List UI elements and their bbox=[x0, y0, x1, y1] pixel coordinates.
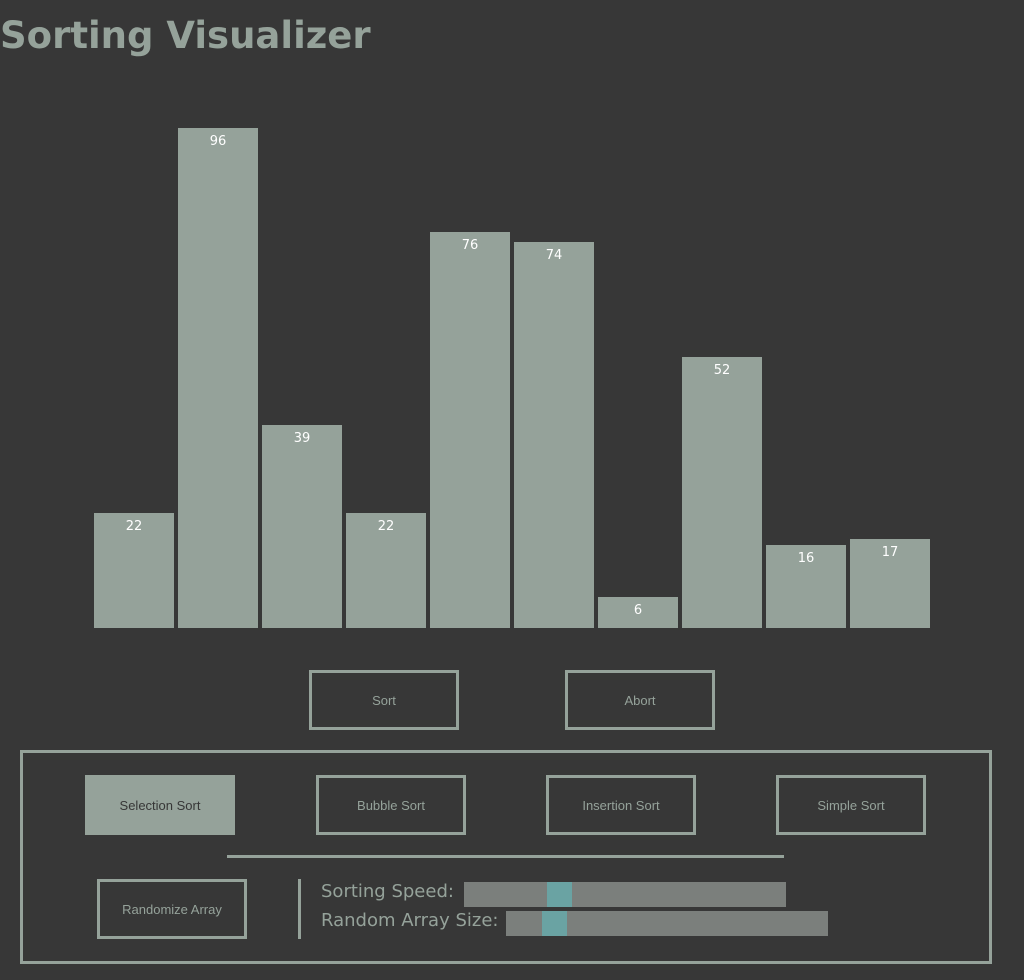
array-bar: 17 bbox=[850, 539, 930, 628]
bubble-sort-button[interactable]: Bubble Sort bbox=[316, 775, 466, 835]
array-size-label: Random Array Size: bbox=[321, 910, 499, 931]
bar-value-label: 22 bbox=[377, 519, 395, 534]
bar-value-label: 39 bbox=[293, 431, 311, 446]
bar-value-label: 52 bbox=[713, 363, 731, 378]
array-bar: 39 bbox=[262, 425, 342, 628]
vertical-divider bbox=[298, 879, 301, 939]
array-bar: 16 bbox=[766, 545, 846, 628]
selection-sort-button[interactable]: Selection Sort bbox=[85, 775, 235, 835]
sorting-speed-label: Sorting Speed: bbox=[321, 881, 454, 902]
array-bar: 76 bbox=[430, 232, 510, 628]
array-bar: 6 bbox=[598, 597, 678, 628]
bar-chart: 22 96 39 22 76 74 6 52 16 17 bbox=[94, 128, 930, 628]
bar-value-label: 6 bbox=[633, 603, 643, 618]
array-size-slider-thumb[interactable] bbox=[542, 911, 567, 936]
sorting-speed-slider-thumb[interactable] bbox=[547, 882, 572, 907]
sort-button[interactable]: Sort bbox=[309, 670, 459, 730]
insertion-sort-button[interactable]: Insertion Sort bbox=[546, 775, 696, 835]
bar-value-label: 22 bbox=[125, 519, 143, 534]
bar-value-label: 17 bbox=[881, 545, 899, 560]
array-bar: 22 bbox=[346, 513, 426, 628]
array-bar: 96 bbox=[178, 128, 258, 628]
bar-value-label: 76 bbox=[461, 238, 479, 253]
divider bbox=[227, 855, 784, 858]
bar-value-label: 74 bbox=[545, 248, 563, 263]
array-bar: 22 bbox=[94, 513, 174, 628]
array-bar: 52 bbox=[682, 357, 762, 628]
simple-sort-button[interactable]: Simple Sort bbox=[776, 775, 926, 835]
page-title: Sorting Visualizer bbox=[0, 14, 371, 57]
sorting-speed-slider[interactable] bbox=[464, 882, 786, 907]
array-bar: 74 bbox=[514, 242, 594, 628]
settings-panel bbox=[20, 750, 992, 964]
array-size-slider[interactable] bbox=[506, 911, 828, 936]
randomize-array-button[interactable]: Randomize Array bbox=[97, 879, 247, 939]
abort-button[interactable]: Abort bbox=[565, 670, 715, 730]
bar-value-label: 16 bbox=[797, 551, 815, 566]
bar-value-label: 96 bbox=[209, 134, 227, 149]
